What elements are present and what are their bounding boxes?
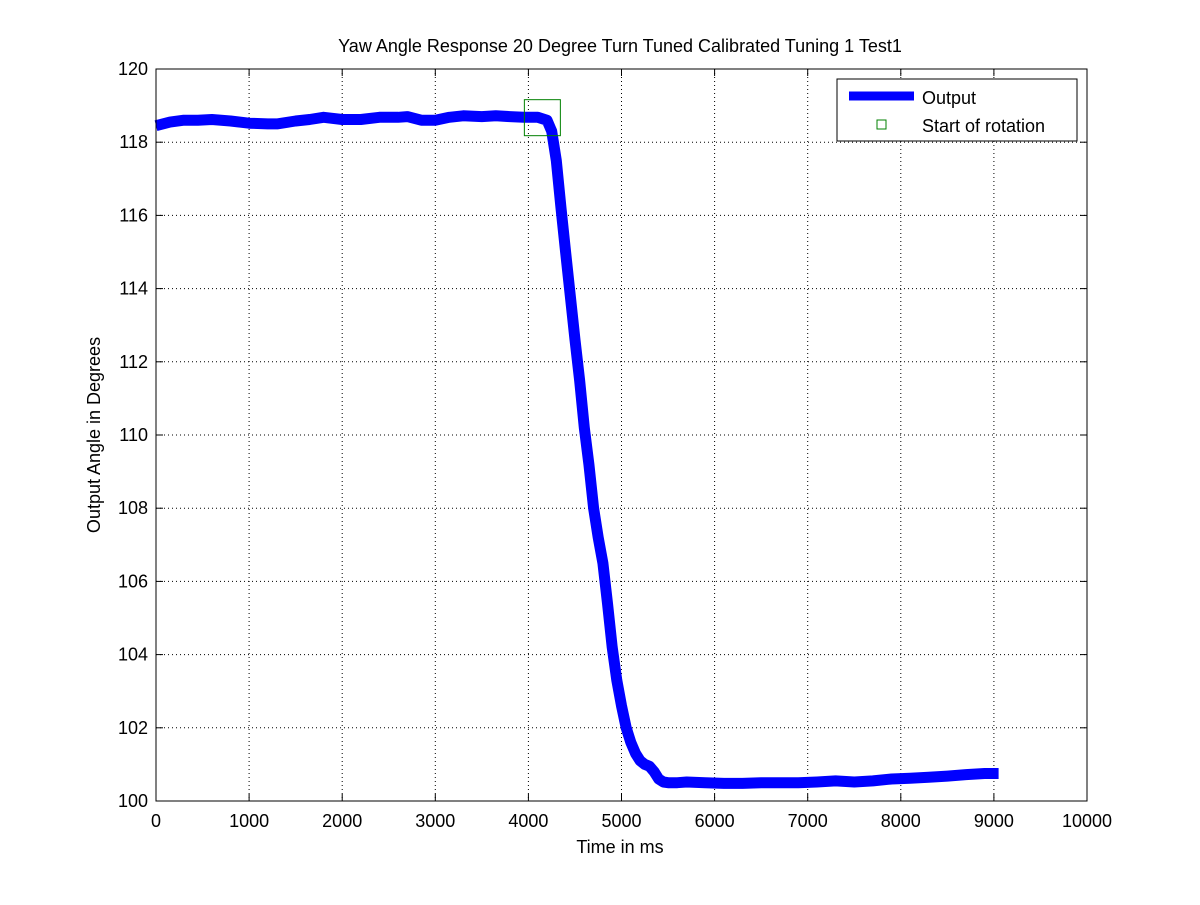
y-tick-label: 108	[118, 498, 148, 518]
x-tick-label: 0	[151, 811, 161, 831]
start-of-rotation-marker	[523, 99, 561, 137]
y-tick-label: 106	[118, 571, 148, 591]
legend-swatch-start-of-rotation	[876, 119, 887, 130]
y-tick-label: 104	[118, 645, 148, 665]
series-line-output	[154, 110, 999, 789]
chart-title: Yaw Angle Response 20 Degree Turn Tuned …	[338, 36, 902, 56]
axes: 0 1000 2000 3000 4000 5000 6000 7000 8000 9000 100…	[118, 59, 1112, 831]
x-tick-label: 8000	[881, 811, 921, 831]
x-tick-label: 10000	[1062, 811, 1112, 831]
x-tick-label: 6000	[695, 811, 735, 831]
y-tick-label: 120	[118, 59, 148, 79]
y-tick-label: 100	[118, 791, 148, 811]
x-tick-label: 9000	[974, 811, 1014, 831]
x-tick-label: 4000	[508, 811, 548, 831]
y-tick-label: 114	[119, 279, 148, 299]
x-tick-label: 5000	[601, 811, 641, 831]
x-tick-label: 7000	[788, 811, 828, 831]
legend: Output Start of rotation	[836, 78, 1078, 142]
x-tick-label: 3000	[415, 811, 455, 831]
y-axis-label: Output Angle in Degrees	[84, 337, 104, 533]
x-tick-label: 1000	[229, 811, 269, 831]
x-axis-label: Time in ms	[576, 837, 663, 857]
legend-label-start-of-rotation: Start of rotation	[922, 116, 1045, 136]
legend-label-output: Output	[922, 88, 976, 108]
y-tick-label: 102	[118, 718, 148, 738]
series-layer	[154, 99, 999, 789]
x-tick-label: 2000	[322, 811, 362, 831]
legend-box	[836, 78, 1078, 142]
y-tick-label: 116	[119, 205, 148, 225]
y-tick-label: 118	[119, 132, 148, 152]
y-tick-label: 112	[119, 352, 148, 372]
y-tick-label: 110	[119, 425, 148, 445]
